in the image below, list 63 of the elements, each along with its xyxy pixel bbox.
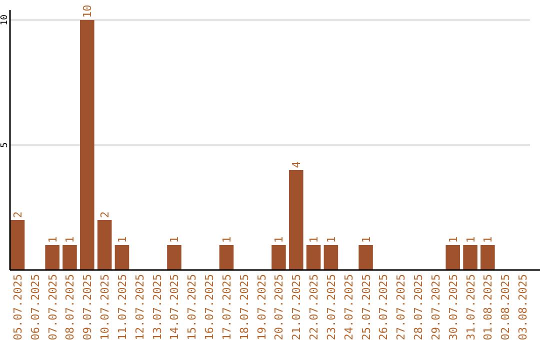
data-label: 2 — [11, 211, 24, 218]
bar — [80, 20, 94, 270]
data-label: 1 — [324, 236, 338, 243]
bar — [97, 220, 112, 270]
x-tick-label: 14.07.2025 — [168, 274, 182, 340]
data-label: 1 — [482, 236, 495, 243]
bar — [10, 220, 25, 270]
data-label: 1 — [46, 236, 60, 243]
x-tick-label: 31.07.2025 — [464, 274, 478, 340]
data-label: 1 — [446, 236, 460, 243]
data-label: 1 — [168, 236, 182, 243]
x-tick-label: 10.07.2025 — [98, 274, 112, 340]
data-label: 1 — [308, 236, 321, 243]
x-tick-label: 12.07.2025 — [133, 274, 146, 340]
data-label: 4 — [290, 161, 304, 168]
data-label: 1 — [220, 236, 234, 243]
bar — [446, 245, 460, 270]
bar — [358, 245, 373, 270]
bar — [306, 245, 321, 270]
x-tick-label: 02.08.2025 — [499, 274, 512, 340]
bar — [45, 245, 60, 270]
bar — [62, 245, 77, 270]
x-tick-label: 09.07.2025 — [81, 274, 94, 340]
x-tick-label: 27.07.2025 — [394, 274, 408, 340]
bar — [219, 245, 234, 270]
x-tick-label: 19.07.2025 — [255, 274, 268, 340]
data-label: 1 — [64, 236, 77, 243]
x-tick-label: 13.07.2025 — [150, 274, 164, 340]
bar — [463, 245, 478, 270]
x-tick-label: 16.07.2025 — [203, 274, 216, 340]
y-tick-label: 5 — [0, 142, 10, 148]
data-label: 2 — [98, 211, 112, 218]
x-tick-label: 29.07.2025 — [429, 274, 442, 340]
bar — [480, 245, 495, 270]
x-tick-label: 05.07.2025 — [11, 274, 24, 340]
x-tick-label: 25.07.2025 — [360, 274, 373, 340]
x-tick-label: 24.07.2025 — [342, 274, 356, 340]
x-tick-label: 03.08.2025 — [516, 274, 530, 340]
x-tick-label: 08.07.2025 — [64, 274, 77, 340]
x-tick-label: 20.07.2025 — [272, 274, 286, 340]
x-tick-label: 23.07.2025 — [324, 274, 338, 340]
x-tick-label: 06.07.2025 — [28, 274, 42, 340]
bar — [272, 245, 286, 270]
x-tick-label: 28.07.2025 — [412, 274, 426, 340]
bar — [114, 245, 130, 270]
x-tick-label: 30.07.2025 — [446, 274, 460, 340]
data-label: 1 — [464, 236, 478, 243]
data-label: 1 — [116, 236, 129, 243]
x-tick-label: 07.07.2025 — [46, 274, 60, 340]
data-label: 10 — [81, 4, 94, 18]
x-tick-label: 01.08.2025 — [482, 274, 495, 340]
data-label: 1 — [272, 236, 286, 243]
x-tick-label: 18.07.2025 — [238, 274, 251, 340]
data-label: 1 — [360, 236, 373, 243]
bar — [167, 245, 182, 270]
x-tick-label: 17.07.2025 — [220, 274, 234, 340]
x-tick-label: 11.07.2025 — [116, 274, 129, 340]
x-tick-label: 22.07.2025 — [308, 274, 321, 340]
bar — [324, 245, 338, 270]
x-tick-label: 26.07.2025 — [377, 274, 390, 340]
x-tick-label: 21.07.2025 — [290, 274, 304, 340]
x-tick-label: 15.07.2025 — [186, 274, 199, 340]
bar — [288, 170, 304, 270]
